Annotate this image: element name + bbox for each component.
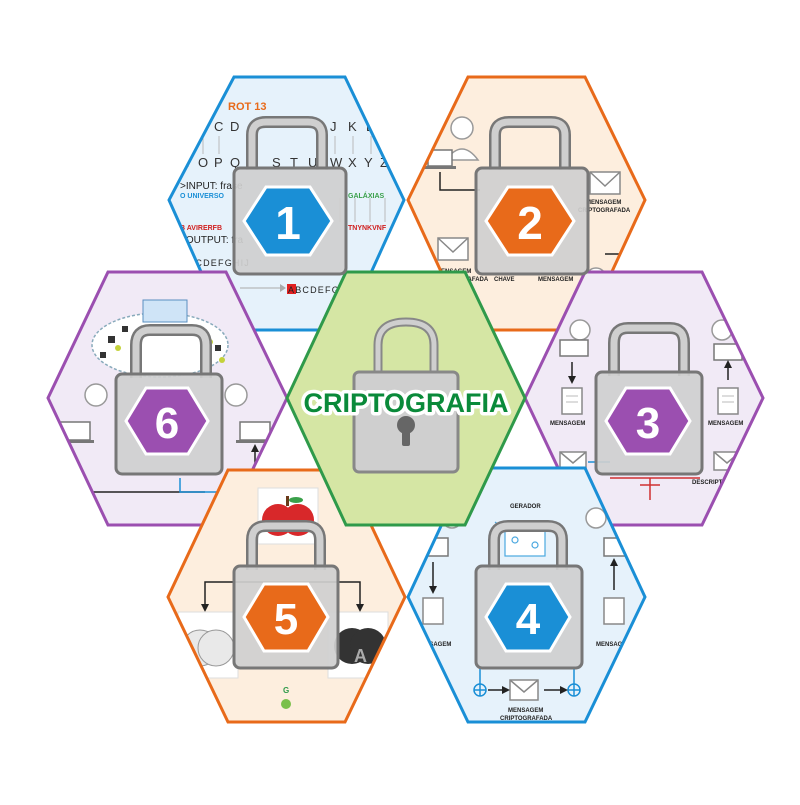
- alpha-letter: Z: [380, 155, 388, 170]
- tile-3-number: 3: [636, 399, 660, 448]
- badge-hex-4: [484, 582, 572, 653]
- label-msg-left: MENSAGEM: [550, 421, 585, 427]
- rot13-mapping-lines: [202, 136, 386, 222]
- alpha-letter: Q: [230, 155, 240, 170]
- gray-apple-icon: [181, 629, 235, 667]
- rot13-cipher-right: TNYNKVNF: [348, 225, 387, 232]
- rot13-alpha-strip: ABCDEFGHIJ: [181, 258, 250, 268]
- rot13-plain-right: GALÁXIAS: [348, 191, 385, 200]
- badge-hex-6: [124, 386, 210, 456]
- strip-highlight-red: [287, 284, 296, 294]
- label-msg-left: MENSAGEM: [416, 642, 451, 648]
- person-icon: [424, 116, 480, 169]
- alpha-letter: C: [214, 119, 223, 134]
- lock-badge-1: 1: [232, 116, 348, 276]
- center-lock-icon: [352, 317, 460, 474]
- person-icon-left: [56, 383, 108, 443]
- alpha-letter: U: [308, 155, 317, 170]
- label-msg2: MENSAGEM: [538, 277, 573, 283]
- alpha-letter: T: [290, 155, 298, 170]
- alpha-letter: J: [330, 119, 337, 134]
- center-title-outline: CRIPTOGRAFIA: [303, 388, 508, 418]
- svg-text:CRIPTOGRAFADA: CRIPTOGRAFADA: [500, 716, 553, 722]
- envelope-icon: [509, 679, 539, 701]
- letter-a: A: [354, 646, 367, 666]
- green-dot: [281, 699, 291, 709]
- center-title: CRIPTOGRAFIA: [303, 388, 508, 418]
- document-icon-right: [603, 597, 625, 625]
- rot13-alpha-strip-2: ABCDEFGHIJ: [288, 285, 357, 295]
- label-msg-right: MENSAGEM: [708, 421, 743, 427]
- alpha-letter: P: [214, 155, 223, 170]
- lock-badge-4: 4: [474, 520, 584, 670]
- alpha-letter: K: [348, 119, 357, 134]
- label-cipher-msg-2: CRIPTOGRAFADA: [578, 208, 631, 214]
- envelope-icon: [559, 451, 587, 471]
- letter-g: G: [283, 686, 289, 695]
- strip-highlight: [180, 257, 188, 267]
- flow-line: [439, 172, 480, 191]
- rot13-plain-left: O UNIVERSO: [180, 193, 225, 200]
- tile-5-number: 5: [274, 595, 298, 644]
- person-icon-left: [559, 319, 591, 357]
- label-msg-right: MENSAGEM: [596, 642, 631, 648]
- alpha-letter: W: [330, 155, 343, 170]
- xor-flow: [473, 668, 581, 697]
- document-icon-right: [717, 387, 739, 415]
- tile-6-content: [56, 299, 274, 493]
- document-icon-left: [422, 597, 444, 625]
- badge-hex-5: [242, 582, 330, 653]
- alpha-letter: S: [272, 155, 281, 170]
- alpha-letter: D: [230, 119, 239, 134]
- lock-badge-6: 6: [114, 324, 224, 476]
- black-apple-icon: [334, 628, 386, 664]
- lock-badge-2: 2: [474, 116, 590, 276]
- rot13-input-label: >INPUT: frase: [180, 181, 243, 192]
- rot13-header: ROT 13: [228, 101, 267, 113]
- label-generator: GERADOR: [510, 504, 541, 510]
- person-icon-right: [224, 383, 274, 443]
- lock-badge-5: 5: [232, 520, 340, 670]
- svg-text:MENSAGEM: MENSAGEM: [508, 708, 543, 714]
- tile-6-number: 6: [155, 399, 179, 448]
- center-tile: CRIPTOGRAFIA CRIPTOGRAFIA: [285, 270, 527, 527]
- badge-hex-1: [242, 185, 334, 257]
- tile-1-number: 1: [275, 197, 301, 249]
- tile-4-border: [406, 466, 647, 724]
- alpha-letter: X: [348, 155, 357, 170]
- label-key: CHAVE: [494, 277, 515, 283]
- rot13-cipher-left: B AVIRERFB: [180, 225, 222, 232]
- badge-hex-3: [604, 386, 692, 456]
- lock-badge-3: 3: [594, 322, 704, 476]
- badge-hex-2: [484, 185, 576, 257]
- alpha-letter: Y: [364, 155, 373, 170]
- rot13-strip-end: Z: [388, 258, 394, 268]
- label-cipher-msg: MENSAGEM: [586, 200, 621, 206]
- label-decrypt: DESCRIPTO: [692, 480, 727, 486]
- tile-2-number: 2: [517, 197, 543, 249]
- tile-4-number: 4: [516, 595, 541, 644]
- alpha-letter: O: [198, 155, 208, 170]
- document-icon-left: [561, 387, 583, 415]
- envelope-icon-2: [437, 237, 469, 261]
- rot13-output-label: >OUTPUT: fra: [180, 235, 244, 246]
- envelope-icon: [589, 171, 621, 195]
